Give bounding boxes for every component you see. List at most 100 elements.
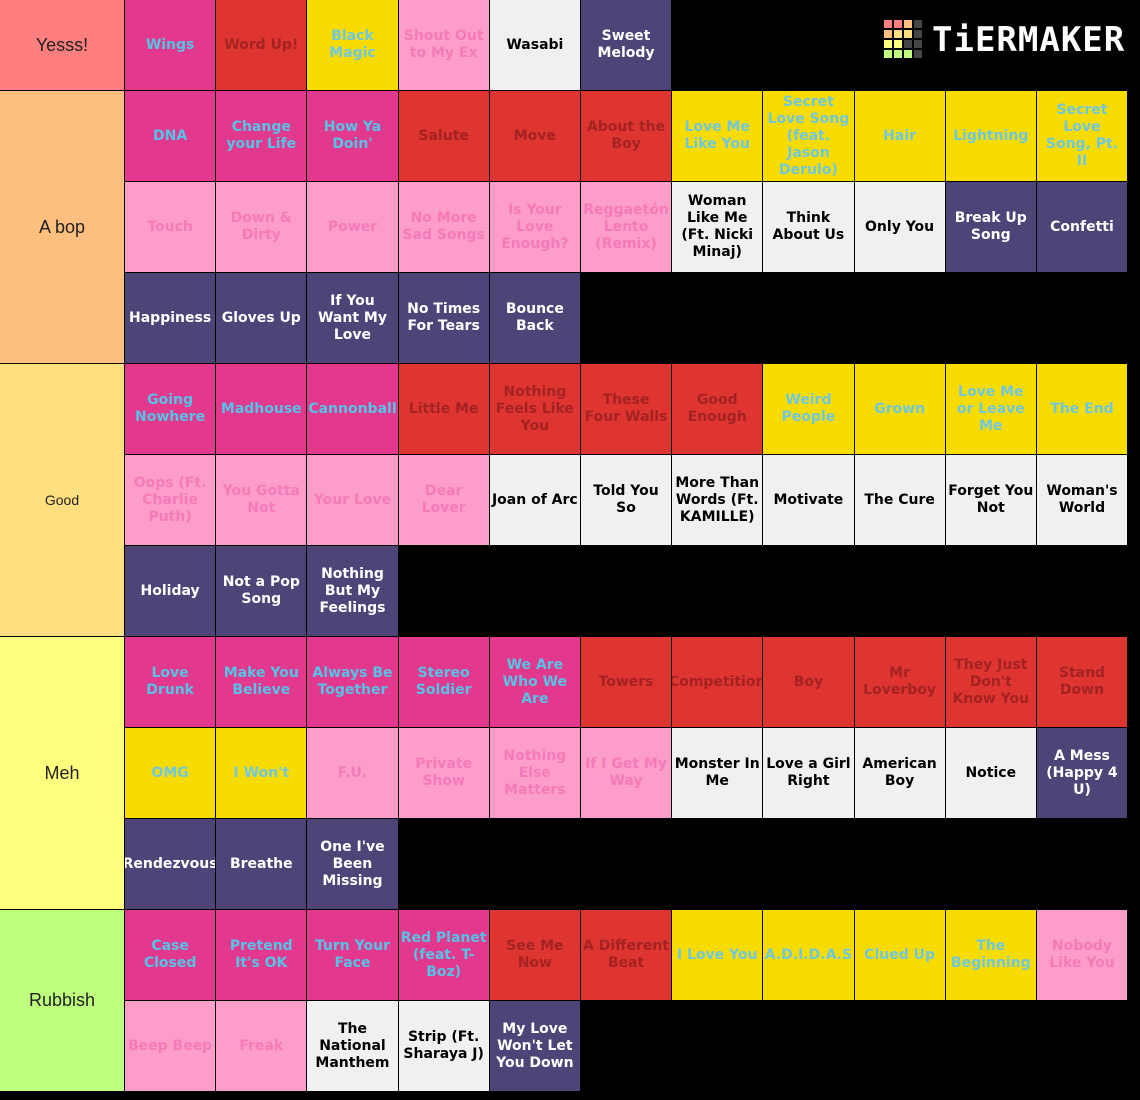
logo-icon [884,20,922,58]
tier-items: Love Drunk Make You Believe Always Be Toge… [125,637,1140,909]
tier-item: Make You Believe [216,637,307,727]
tier-item: Hair [854,91,945,181]
tier-item: Holiday [125,546,216,636]
tier-item: Strip (Ft. Sharaya J) [398,1001,489,1091]
tier-item: See Me Now [489,910,580,1000]
tier-item: Love Me or Leave Me [945,364,1036,454]
tier-item: I Love You [672,910,763,1000]
tier-item: Down & Dirty [216,182,307,272]
tier-item: Clued Up [854,910,945,1000]
tier-item: Case Closed [125,910,216,1000]
tier-item: Think About Us [763,182,854,272]
tier-item: Breathe [216,819,307,909]
logo-text: TiERMAKER [932,20,1126,60]
tier-item: Nothing But My Feelings [307,546,398,636]
tier-item: Joan of Arc [489,455,580,545]
tier-item: Turn Your Face [307,910,398,1000]
tier-item: Freak [216,1001,307,1091]
tier-item: Is Your Love Enough? [489,182,580,272]
tier-item: Oops (Ft. Charlie Puth) [125,455,216,545]
tier-item: Madhouse [216,364,307,454]
tier-item: Red Planet (feat. T-Boz) [398,910,489,1000]
tier-item: The Cure [854,455,945,545]
tier-item: Good Enough [672,364,763,454]
tier-row: Yesss! Wings Word Up! Black Magic Shout Out … [0,0,1140,90]
tier-item: Monster In Me [672,728,763,818]
tier-item: Word Up! [216,0,307,90]
tier-item: A Different Beat [580,910,672,1000]
tier-item: Only You [854,182,945,272]
tier-item: Stereo Soldier [398,637,489,727]
tier-item: Bounce Back [489,273,580,363]
tier-item: You Gotta Not [216,455,307,545]
tier-item: The National Manthem [307,1001,398,1091]
tier-item: Nothing Else Matters [489,728,580,818]
tier-item: Move [489,91,580,181]
tier-item: No Times For Tears [398,273,489,363]
tier-item: Beep Beep [125,1001,216,1091]
logo: TiERMAKER [884,20,1125,60]
tier-item: Gloves Up [216,273,307,363]
tier-item: Confetti [1036,182,1128,272]
tier-items: DNA Change your Life How Ya Doin' Salute Mov… [125,91,1140,363]
tier-label: Meh [0,637,124,909]
tier-item: We Are Who We Are [489,637,580,727]
tier-item: More Than Words (Ft. KAMILLE) [672,455,763,545]
tier-item: Change your Life [216,91,307,181]
tier-item: Woman Like Me (Ft. Nicki Minaj) [672,182,763,272]
tier-item: Reggaetón Lento (Remix) [580,182,672,272]
tier-item: Secret Love Song, Pt. II [1036,91,1128,181]
tier-item: Lightning [945,91,1036,181]
tier-item: If You Want My Love [307,273,398,363]
tier-item: Grown [854,364,945,454]
tier-item: Wasabi [489,0,580,90]
tier-row: A bop DNA Change your Life How Ya Doin' Salu… [0,91,1140,363]
tier-item: Motivate [763,455,854,545]
tier-item: The Beginning [945,910,1036,1000]
tier-item: These Four Walls [580,364,672,454]
tier-item: Love a Girl Right [763,728,854,818]
tier-item: If I Get My Way [580,728,672,818]
tier-item: Going Nowhere [125,364,216,454]
tier-item: Love Drunk [125,637,216,727]
tier-item: Secret Love Song (feat. Jason Derulo) [763,91,854,181]
tier-item: My Love Won't Let You Down [489,1001,580,1091]
tier-item: Touch [125,182,216,272]
tier-item: One I've Been Missing [307,819,398,909]
tier-item: Cannonball [307,364,398,454]
tier-item: A.D.I.D.A.S [763,910,854,1000]
tier-item: Towers [580,637,672,727]
tier-label: Yesss! [0,0,124,90]
tier-item: Love Me Like You [672,91,763,181]
tier-item: How Ya Doin' [307,91,398,181]
tier-item: Always Be Together [307,637,398,727]
tier-item: Black Magic [307,0,398,90]
tier-item: Wings [125,0,216,90]
tier-item: Competition [672,637,763,727]
tier-item: Stand Down [1036,637,1128,727]
tier-item: Private Show [398,728,489,818]
tier-label: Good [0,364,124,636]
tier-item: Pretend It's OK [216,910,307,1000]
tier-item: Power [307,182,398,272]
tier-item: Nothing Feels Like You [489,364,580,454]
tier-item: The End [1036,364,1128,454]
tier-row: Rubbish Case Closed Pretend It's OK Turn Yo… [0,910,1140,1091]
tier-item: I Won't [216,728,307,818]
tier-item: Weird People [763,364,854,454]
tier-label: A bop [0,91,124,363]
tier-items: Wings Word Up! Black Magic Shout Out to My … [125,0,1140,90]
tier-item: Shout Out to My Ex [398,0,489,90]
tier-item: About the Boy [580,91,672,181]
tier-item: DNA [125,91,216,181]
tier-item: A Mess (Happy 4 U) [1036,728,1128,818]
tier-item: OMG [125,728,216,818]
tier-item: Your Love [307,455,398,545]
tier-item: Mr Loverboy [854,637,945,727]
tier-item: Dear Lover [398,455,489,545]
tier-item: No More Sad Songs [398,182,489,272]
tier-item: Boy [763,637,854,727]
tier-item: Break Up Song [945,182,1036,272]
tier-item: Salute [398,91,489,181]
